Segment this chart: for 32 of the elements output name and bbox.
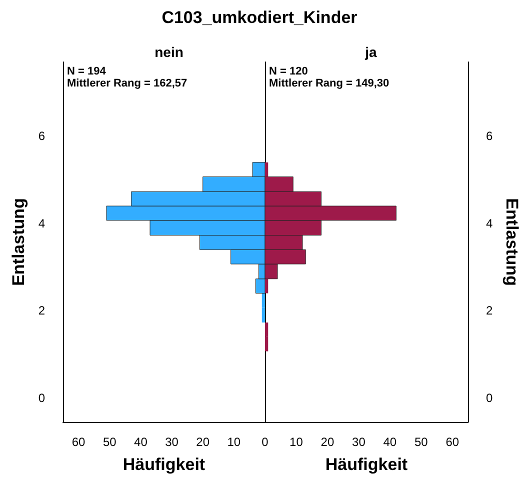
y-axis-title: Entlastung — [502, 198, 519, 286]
y-tick-label: 6 — [486, 129, 493, 144]
x-tick-label: 30 — [352, 435, 366, 449]
x-axis-title: Häufigkeit — [122, 455, 206, 474]
chart-subtitle: nein — [154, 44, 184, 60]
x-tick-label: 40 — [383, 435, 397, 449]
annotation: Mittlerer Rang = 162,57 — [67, 78, 188, 90]
x-tick-label: 20 — [196, 435, 210, 449]
x-tick-label: 0 — [262, 435, 269, 449]
y-tick-label: 2 — [486, 304, 493, 318]
y-tick-label: 4 — [38, 216, 46, 230]
y-tick-label: 6 — [38, 129, 46, 144]
x-axis-title: Häufigkeit — [325, 455, 408, 474]
y-tick-label: 4 — [486, 216, 493, 230]
y-axis-title: Entlastung — [9, 198, 28, 286]
x-tick-label: 10 — [227, 435, 241, 449]
x-tick-label: 30 — [165, 435, 179, 449]
x-tick-label: 50 — [102, 435, 117, 449]
y-tick-label: 0 — [486, 391, 493, 405]
x-tick-label: 10 — [290, 435, 304, 449]
x-tick-label: 60 — [446, 435, 460, 449]
x-tick-label: 40 — [134, 435, 148, 449]
annotation: N = 120 — [269, 66, 308, 78]
annotation: Mittlerer Rang = 149,30 — [269, 78, 390, 90]
x-tick-label: 50 — [414, 435, 428, 449]
chart-title: C103_umkodiert_Kinder — [160, 8, 358, 28]
annotation: N = 194 — [67, 66, 107, 78]
x-tick-label: 60 — [72, 435, 86, 449]
y-tick-label: 0 — [38, 391, 46, 405]
chart-subtitle: ja — [364, 44, 378, 60]
y-tick-label: 2 — [38, 304, 46, 318]
x-tick-label: 20 — [320, 435, 334, 449]
